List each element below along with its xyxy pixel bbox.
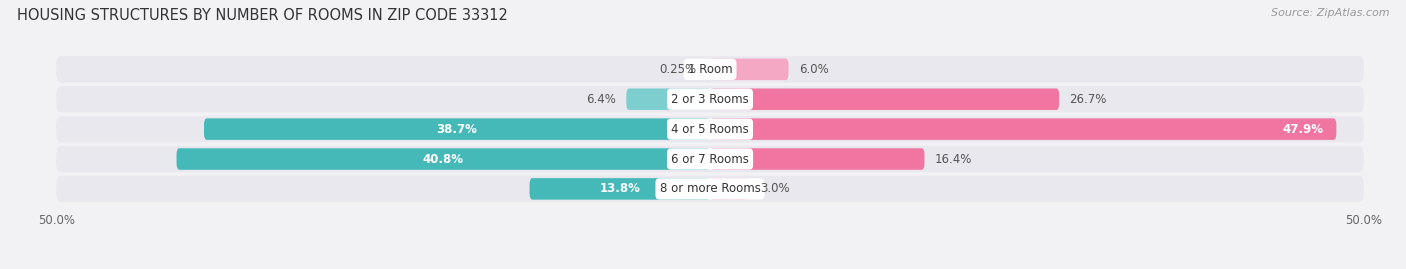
FancyBboxPatch shape [204, 118, 710, 140]
Text: 8 or more Rooms: 8 or more Rooms [659, 182, 761, 195]
Text: 6 or 7 Rooms: 6 or 7 Rooms [671, 153, 749, 165]
Text: 0.25%: 0.25% [659, 63, 696, 76]
Text: 38.7%: 38.7% [437, 123, 478, 136]
FancyBboxPatch shape [710, 178, 749, 200]
Text: Source: ZipAtlas.com: Source: ZipAtlas.com [1271, 8, 1389, 18]
FancyBboxPatch shape [707, 59, 710, 80]
FancyBboxPatch shape [177, 148, 710, 170]
Text: 2 or 3 Rooms: 2 or 3 Rooms [671, 93, 749, 106]
FancyBboxPatch shape [710, 89, 1059, 110]
FancyBboxPatch shape [626, 89, 710, 110]
FancyBboxPatch shape [530, 178, 710, 200]
Text: HOUSING STRUCTURES BY NUMBER OF ROOMS IN ZIP CODE 33312: HOUSING STRUCTURES BY NUMBER OF ROOMS IN… [17, 8, 508, 23]
FancyBboxPatch shape [56, 86, 1364, 112]
Text: 6.0%: 6.0% [799, 63, 828, 76]
Text: 3.0%: 3.0% [759, 182, 789, 195]
FancyBboxPatch shape [710, 148, 925, 170]
FancyBboxPatch shape [710, 118, 1336, 140]
FancyBboxPatch shape [710, 59, 789, 80]
Text: 40.8%: 40.8% [423, 153, 464, 165]
FancyBboxPatch shape [56, 176, 1364, 202]
Text: 26.7%: 26.7% [1070, 93, 1107, 106]
Text: 16.4%: 16.4% [935, 153, 973, 165]
Text: 47.9%: 47.9% [1282, 123, 1323, 136]
Text: 1 Room: 1 Room [688, 63, 733, 76]
FancyBboxPatch shape [56, 56, 1364, 83]
FancyBboxPatch shape [56, 146, 1364, 172]
Text: 4 or 5 Rooms: 4 or 5 Rooms [671, 123, 749, 136]
Text: 6.4%: 6.4% [586, 93, 616, 106]
FancyBboxPatch shape [56, 116, 1364, 142]
Text: 13.8%: 13.8% [599, 182, 640, 195]
